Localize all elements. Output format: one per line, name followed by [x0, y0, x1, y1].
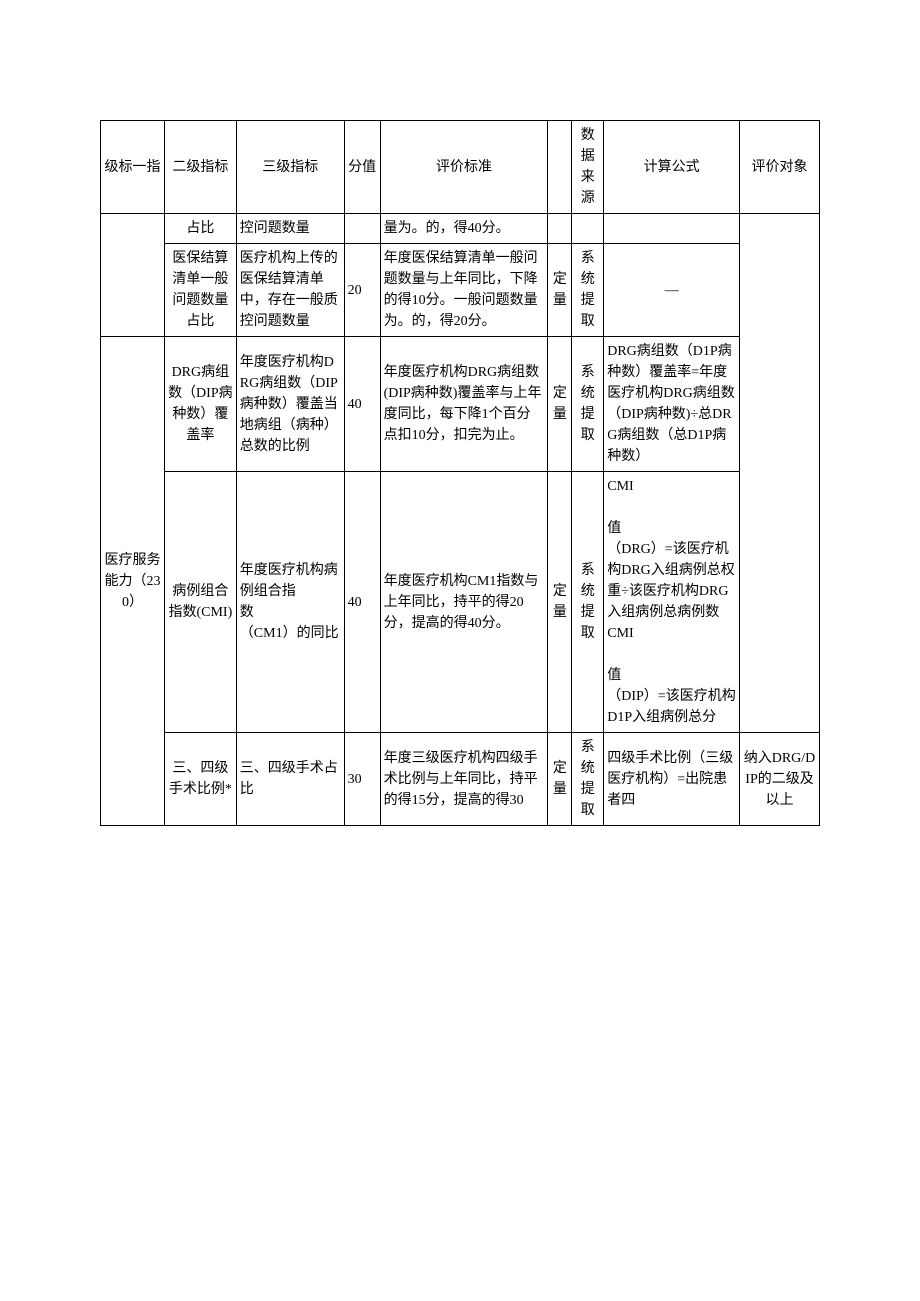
cell-level3: 年度医疗机构DRG病组数（DIP病种数）覆盖当地病组（病种）总数的比例 — [236, 337, 344, 472]
cell-score: 40 — [344, 472, 380, 733]
table-row: 三、四级手术比例* 三、四级手术占比 30 年度三级医疗机构四级手术比例与上年同… — [101, 733, 820, 826]
cell-type: 定量 — [548, 244, 572, 337]
cell-source: 系统提取 — [572, 244, 604, 337]
cell-score — [344, 214, 380, 244]
table-row: 占比 控问题数量 量为。的，得40分。 — [101, 214, 820, 244]
cell-target — [740, 214, 820, 733]
cell-level2: 医保结算清单一般问题数量占比 — [164, 244, 236, 337]
cell-level2: 三、四级手术比例* — [164, 733, 236, 826]
header-score: 分值 — [344, 121, 380, 214]
cell-type: 定量 — [548, 733, 572, 826]
cell-criteria: 年度医保结算清单一般问题数量与上年同比，下降的得10分。一般问题数量为。的，得2… — [380, 244, 548, 337]
header-target: 评价对象 — [740, 121, 820, 214]
table-row: 医疗服务能力（230） DRG病组数（DIP病种数）覆盖率 年度医疗机构DRG病… — [101, 337, 820, 472]
cell-score: 30 — [344, 733, 380, 826]
cell-level2: 病例组合指数(CMI) — [164, 472, 236, 733]
cell-level2: DRG病组数（DIP病种数）覆盖率 — [164, 337, 236, 472]
header-level2: 二级指标 — [164, 121, 236, 214]
table-row: 医保结算清单一般问题数量占比 医疗机构上传的医保结算清单中，存在一般质控问题数量… — [101, 244, 820, 337]
header-level1: 级标一指 — [101, 121, 165, 214]
cell-score: 20 — [344, 244, 380, 337]
cell-type: 定量 — [548, 472, 572, 733]
cell-level3: 年度医疗机构病例组合指 数 （CM1）的同比 — [236, 472, 344, 733]
cell-criteria: 年度医疗机构DRG病组数(DIP病种数)覆盖率与上年度同比，每下降1个百分点扣1… — [380, 337, 548, 472]
cell-source — [572, 214, 604, 244]
header-level3: 三级指标 — [236, 121, 344, 214]
cell-source: 系统提取 — [572, 472, 604, 733]
cell-formula: — — [604, 244, 740, 337]
cell-formula — [604, 214, 740, 244]
cell-formula: 四级手术比例（三级医疗机构）=出院患者四 — [604, 733, 740, 826]
cell-level2: 占比 — [164, 214, 236, 244]
cell-criteria: 年度医疗机构CM1指数与上年同比，持平的得20分，提高的得40分。 — [380, 472, 548, 733]
cell-level3: 控问题数量 — [236, 214, 344, 244]
cell-level3: 医疗机构上传的医保结算清单中，存在一般质控问题数量 — [236, 244, 344, 337]
table-row: 病例组合指数(CMI) 年度医疗机构病例组合指 数 （CM1）的同比 40 年度… — [101, 472, 820, 733]
cell-source: 系统提取 — [572, 337, 604, 472]
cell-criteria: 量为。的，得40分。 — [380, 214, 548, 244]
cell-source: 系统提取 — [572, 733, 604, 826]
cell-target: 纳入DRG/DIP的二级及以上 — [740, 733, 820, 826]
cell-level3: 三、四级手术占比 — [236, 733, 344, 826]
cell-type: 定量 — [548, 337, 572, 472]
header-source: 数据来源 — [572, 121, 604, 214]
cell-level1: 医疗服务能力（230） — [101, 337, 165, 826]
evaluation-table: 级标一指 二级指标 三级指标 分值 评价标准 数据来源 计算公式 评价对象 占比… — [100, 120, 820, 826]
header-type — [548, 121, 572, 214]
table-header-row: 级标一指 二级指标 三级指标 分值 评价标准 数据来源 计算公式 评价对象 — [101, 121, 820, 214]
cell-level1 — [101, 214, 165, 337]
cell-criteria: 年度三级医疗机构四级手术比例与上年同比，持平的得15分，提高的得30 — [380, 733, 548, 826]
header-formula: 计算公式 — [604, 121, 740, 214]
cell-score: 40 — [344, 337, 380, 472]
header-criteria: 评价标准 — [380, 121, 548, 214]
cell-formula: CMI 值 （DRG）=该医疗机构DRG入组病例总权重÷该医疗机构DRG入组病例… — [604, 472, 740, 733]
cell-formula: DRG病组数（D1P病种数）覆盖率=年度医疗机构DRG病组数（DIP病种数)÷总… — [604, 337, 740, 472]
cell-type — [548, 214, 572, 244]
